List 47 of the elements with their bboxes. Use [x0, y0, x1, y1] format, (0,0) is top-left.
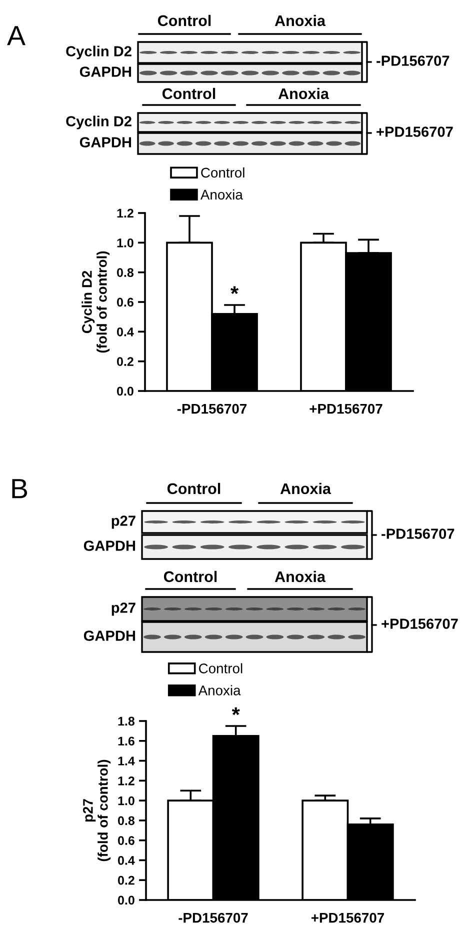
text: +PD156707: [376, 126, 453, 137]
text: Control: [167, 482, 220, 494]
y-tick-label: 0.0: [117, 386, 134, 396]
y-tick-label: 0.6: [117, 298, 134, 307]
y-tick-label: 0.6: [118, 836, 134, 845]
text: p27: [112, 516, 136, 529]
y-tick-label: 0.4: [118, 856, 135, 865]
text: GAPDH: [80, 66, 132, 77]
y-tick-label: 0.2: [117, 357, 134, 366]
chart-title: A: [7, 26, 26, 46]
text: GAPDH: [80, 137, 132, 148]
text: Control: [164, 570, 217, 582]
y-tick-label: 1.0: [117, 238, 134, 248]
text: Control: [162, 88, 216, 100]
legend-label: Anoxia: [200, 189, 243, 200]
y-tick-label: 1.2: [117, 208, 134, 218]
text: GAPDH: [84, 630, 136, 641]
y-tick-label: 1.0: [118, 796, 134, 806]
text: -PD156707: [376, 56, 450, 66]
y-tick-label: 0.0: [118, 896, 134, 905]
text: Cyclin D2: [66, 46, 132, 60]
text: Anoxia: [278, 88, 330, 100]
text: Anoxia: [274, 570, 326, 582]
y-tick-label: 1.6: [118, 736, 134, 746]
y-axis-title: p27 (fold of control): [83, 760, 111, 862]
y-tick-label: 1.4: [118, 756, 135, 766]
legend-label: Control: [201, 167, 244, 178]
annotation: *: [230, 286, 239, 294]
legend-label: Control: [199, 663, 242, 674]
text: Anoxia: [274, 14, 326, 26]
text: GAPDH: [84, 540, 136, 551]
text: -PD156707: [382, 528, 454, 539]
y-tick-label: 0.4: [117, 327, 134, 336]
legend-label: Anoxia: [198, 685, 241, 696]
y-axis-title: Cyclin D2 (fold of control): [82, 251, 110, 353]
chart-title: B: [12, 479, 28, 498]
text: +PD156707: [382, 618, 458, 629]
text: Cyclin D2: [66, 116, 132, 130]
text: Anoxia: [280, 482, 332, 494]
y-tick-label: 0.8: [117, 268, 134, 277]
y-tick-label: 0.8: [118, 816, 135, 826]
y-tick-label: 1.2: [118, 776, 134, 786]
text: p27: [112, 602, 136, 616]
y-tick-label: 0.2: [118, 876, 134, 885]
text: Control: [158, 14, 211, 26]
annotation: *: [232, 707, 240, 716]
y-tick-label: 1.8: [118, 716, 135, 726]
